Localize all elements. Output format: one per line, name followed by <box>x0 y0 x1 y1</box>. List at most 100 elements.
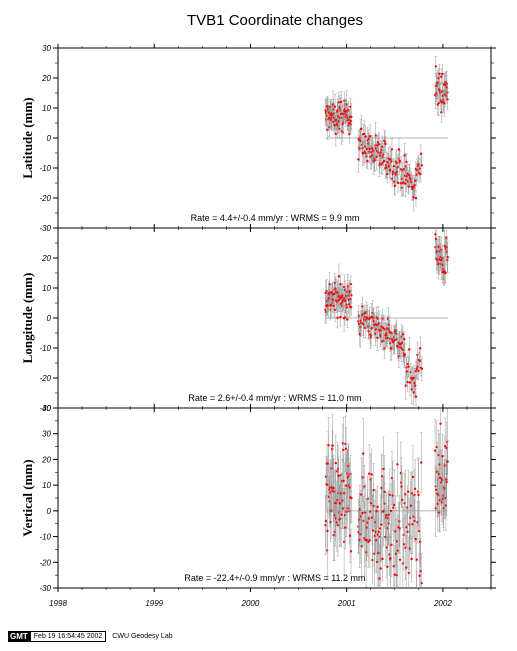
data-point <box>334 287 337 290</box>
data-point <box>418 167 422 170</box>
y-tick-label: 40 <box>42 404 51 413</box>
data-point <box>362 132 366 136</box>
data-point <box>398 558 402 562</box>
data-point <box>390 148 394 151</box>
data-point <box>363 485 366 488</box>
data-point <box>380 163 383 166</box>
data-point <box>444 271 447 275</box>
data-point <box>358 538 361 542</box>
data-point <box>350 496 353 500</box>
data-point <box>358 147 361 150</box>
data-point <box>368 135 372 138</box>
stats-label: Rate = 2.6+/-0.4 mm/yr : WRMS = 11.0 mm <box>188 393 361 403</box>
data-point <box>419 347 422 350</box>
data-point <box>402 533 405 537</box>
data-point <box>409 504 413 507</box>
data-point <box>402 168 406 171</box>
data-point <box>369 510 372 513</box>
data-point <box>342 540 346 544</box>
y-tick-label: -20 <box>39 558 51 567</box>
data-point <box>391 494 394 497</box>
data-point <box>336 316 339 320</box>
data-point <box>383 140 387 143</box>
data-point <box>411 475 415 479</box>
x-tick-label: 2000 <box>241 599 260 608</box>
data-point <box>380 329 383 332</box>
data-point <box>369 336 372 339</box>
data-point <box>363 537 366 540</box>
data-point <box>445 245 448 249</box>
data-point <box>333 292 336 296</box>
panels: 30 20 10 0 -10 -20 -30 Latitude (mm) Rate = 4.4+… <box>20 44 496 608</box>
data-point <box>374 144 377 147</box>
data-point <box>324 291 327 295</box>
data-point <box>418 574 421 577</box>
data-point <box>359 139 362 143</box>
data-point <box>413 382 416 385</box>
data-point <box>366 159 369 163</box>
data-point <box>342 448 345 452</box>
data-point <box>415 367 418 370</box>
data-point <box>385 513 388 517</box>
panel-3: 40 30 20 10 0 -10 -20 -30 Vertical (mm) Rate = -2… <box>20 404 496 593</box>
data-point <box>388 331 391 334</box>
data-point <box>348 132 351 136</box>
y-axis-label: Longitude (mm) <box>20 273 35 364</box>
data-point <box>406 490 410 493</box>
data-point <box>386 161 390 164</box>
data-point <box>445 236 448 240</box>
data-point <box>327 443 330 447</box>
data-point <box>385 333 388 337</box>
data-point <box>401 498 404 502</box>
y-tick-label: 0 <box>47 314 52 323</box>
data-point <box>408 174 411 177</box>
data-point <box>326 462 330 465</box>
data-point <box>404 182 407 185</box>
data-point <box>360 493 363 496</box>
data-point <box>445 94 448 98</box>
data-point <box>442 98 445 102</box>
data-point <box>383 347 386 350</box>
data-point <box>344 526 347 529</box>
data-point <box>342 479 346 483</box>
data-point <box>390 347 393 350</box>
data-point <box>401 341 404 345</box>
data-point <box>343 513 347 517</box>
y-tick-label: 30 <box>42 430 51 439</box>
data-point <box>392 565 395 568</box>
data-point <box>435 445 439 449</box>
data-point <box>409 370 412 374</box>
data-point <box>446 256 449 259</box>
data-point <box>367 137 370 141</box>
data-point <box>395 170 399 174</box>
data-point <box>393 338 396 342</box>
data-point <box>333 105 337 108</box>
data-point <box>440 75 443 78</box>
data-point <box>404 566 408 569</box>
data-point <box>414 537 417 541</box>
data-point <box>392 506 395 509</box>
y-tick-label: -20 <box>39 374 51 383</box>
data-point <box>446 460 449 463</box>
data-point <box>417 163 420 166</box>
data-point <box>417 493 420 497</box>
data-point <box>332 304 336 308</box>
data-point <box>416 353 419 357</box>
data-point <box>438 72 441 76</box>
data-point <box>403 502 406 505</box>
data-point <box>345 103 348 106</box>
data-point <box>375 509 378 513</box>
data-point <box>434 507 437 510</box>
data-point <box>339 315 342 319</box>
data-point <box>397 148 401 151</box>
data-point <box>325 549 329 552</box>
data-point <box>376 336 379 339</box>
data-point <box>368 147 371 151</box>
data-point <box>387 513 391 516</box>
data-point <box>363 150 366 153</box>
data-points <box>324 228 449 406</box>
data-point <box>357 158 360 161</box>
data-point <box>419 152 423 156</box>
data-point <box>398 159 402 163</box>
